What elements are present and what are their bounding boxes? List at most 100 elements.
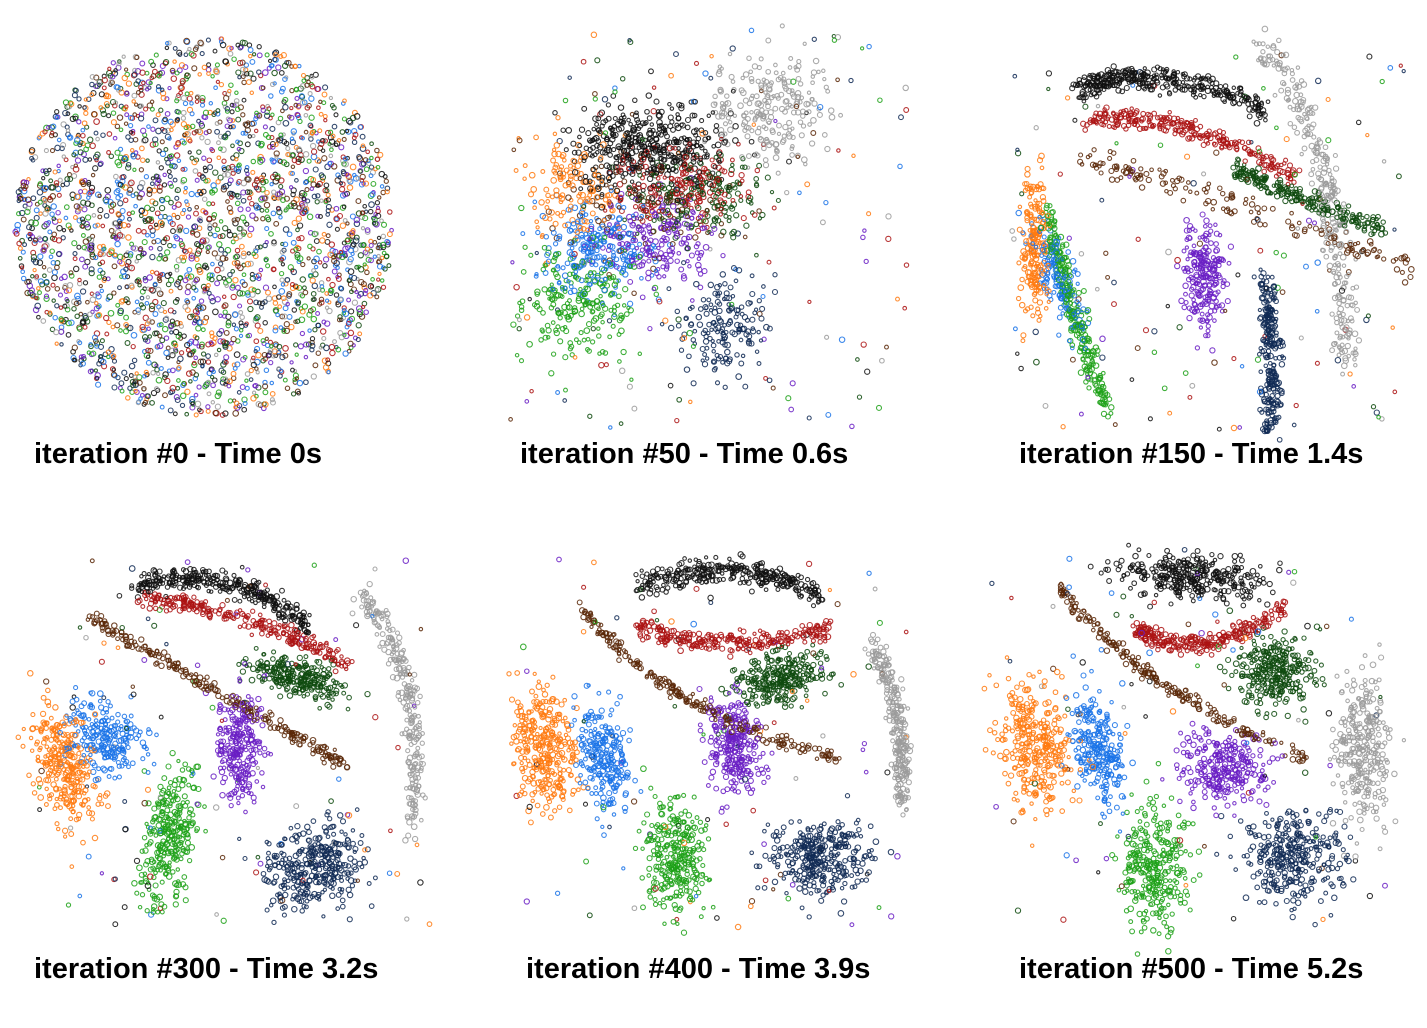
point-digit-4 (74, 313, 80, 320)
point-digit-1 (203, 178, 209, 184)
point-digit-3 (106, 131, 113, 137)
point-digit-2 (676, 250, 682, 256)
point-digit-8 (604, 192, 611, 198)
point-digit-1 (191, 361, 198, 369)
point-digit-5 (162, 392, 168, 399)
point-digit-3 (234, 247, 241, 254)
point-digit-5 (93, 338, 99, 344)
point-digit-1 (81, 244, 88, 251)
point-digit-8 (602, 197, 609, 203)
point-digit-9 (561, 272, 569, 280)
point-digit-7 (82, 280, 89, 286)
point-digit-8 (38, 211, 43, 216)
point-digit-6 (204, 138, 211, 146)
point-digit-8 (186, 136, 192, 143)
point-digit-7 (142, 286, 148, 292)
point-digit-5 (194, 95, 200, 100)
point-digit-7 (367, 283, 375, 290)
point-digit-7 (678, 102, 685, 109)
point-digit-1 (329, 147, 334, 153)
point-digit-7 (190, 401, 195, 406)
point-digit-2 (618, 190, 625, 198)
point-digit-9 (556, 235, 563, 242)
point-digit-1 (118, 127, 124, 133)
point-digit-5 (260, 216, 266, 222)
point-digit-1 (123, 157, 129, 162)
point-digit-6 (53, 329, 60, 336)
point-digit-8 (322, 113, 328, 119)
point-digit-7 (203, 167, 209, 174)
point-digit-1 (686, 329, 694, 337)
point-digit-1 (270, 112, 275, 118)
point-digit-6 (270, 240, 278, 247)
point-digit-5 (148, 305, 156, 313)
point-digit-7 (27, 236, 33, 242)
point-digit-8 (552, 170, 558, 176)
point-digit-8 (169, 127, 174, 133)
point-digit-9 (146, 124, 151, 129)
point-digit-1 (294, 254, 301, 261)
point-digit-1 (611, 281, 619, 289)
point-digit-2 (40, 168, 46, 174)
point-digit-1 (534, 300, 540, 306)
point-digit-2 (1226, 260, 1232, 266)
point-digit-6 (712, 93, 718, 100)
point-digit-8 (277, 304, 283, 309)
point-digit-1 (550, 320, 556, 325)
point-digit-9 (584, 254, 590, 260)
point-digit-6 (1295, 65, 1301, 70)
point-digit-4 (371, 220, 377, 226)
point-digit-2 (627, 218, 634, 224)
point-digit-2 (709, 231, 715, 237)
point-digit-9 (33, 207, 40, 214)
point-digit-0 (157, 245, 163, 252)
point-digit-4 (754, 252, 759, 258)
point-digit-9 (326, 370, 331, 375)
point-digit-6 (311, 268, 317, 274)
point-digit-1 (536, 306, 543, 313)
point-digit-1 (558, 309, 564, 316)
point-digit-3 (620, 157, 626, 163)
point-digit-4 (742, 164, 748, 171)
point-digit-8 (551, 168, 557, 174)
point-digit-6 (180, 109, 187, 116)
point-digit-0 (702, 327, 708, 334)
point-digit-9 (797, 190, 802, 196)
point-digit-0 (722, 384, 728, 390)
point-digit-3 (169, 220, 176, 228)
point-digit-2 (646, 223, 652, 228)
point-digit-1 (541, 244, 548, 251)
point-digit-2 (205, 404, 211, 410)
point-digit-9 (92, 223, 98, 229)
point-digit-3 (736, 141, 741, 147)
point-digit-0 (719, 339, 726, 346)
point-digit-1 (522, 244, 528, 250)
point-digit-4 (676, 396, 683, 403)
point-digit-2 (363, 287, 369, 293)
point-digit-1 (127, 253, 134, 259)
point-digit-5 (98, 283, 103, 289)
point-digit-1 (578, 310, 585, 318)
panel-iteration-0: iteration #0 - Time 0s (10, 30, 470, 510)
point-digit-3 (326, 276, 331, 282)
point-digit-8 (226, 378, 233, 385)
point-digit-5 (756, 208, 762, 214)
point-digit-2 (646, 258, 652, 264)
point-digit-3 (647, 216, 653, 222)
point-digit-7 (603, 118, 609, 124)
point-digit-9 (652, 258, 659, 265)
point-digit-1 (224, 246, 232, 254)
point-digit-0 (79, 288, 87, 295)
point-digit-3 (376, 277, 381, 282)
point-digit-9 (182, 100, 189, 107)
point-digit-6 (810, 74, 816, 79)
point-digit-3 (807, 299, 812, 305)
point-digit-7 (699, 145, 705, 151)
point-digit-5 (331, 254, 337, 260)
point-digit-7 (669, 119, 675, 125)
point-digit-1 (592, 96, 598, 102)
point-digit-2 (674, 258, 680, 264)
point-digit-8 (32, 267, 37, 273)
point-digit-7 (1015, 351, 1020, 356)
point-digit-5 (608, 184, 615, 191)
